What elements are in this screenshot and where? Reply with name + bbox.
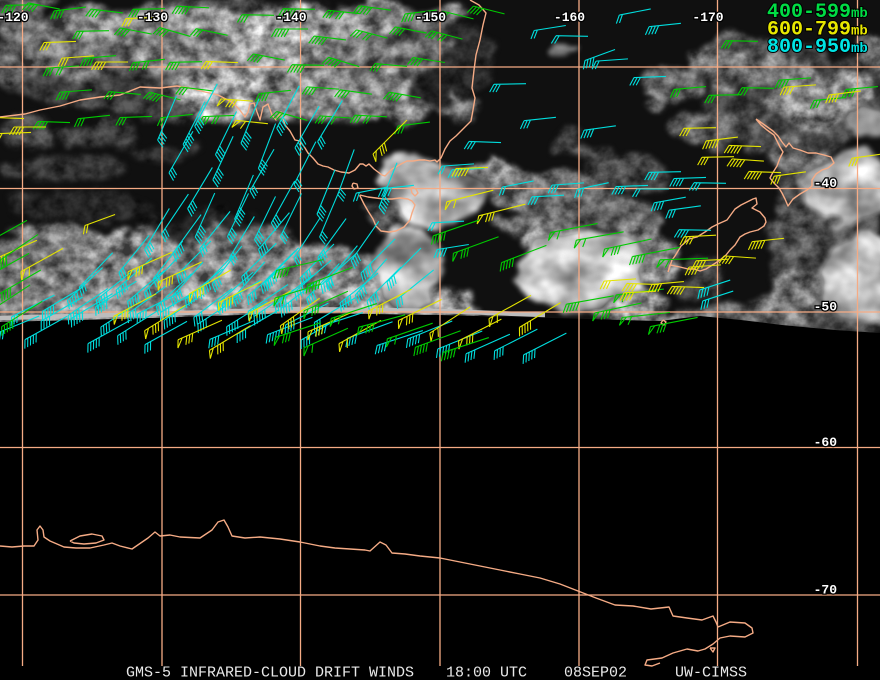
svg-text:600-799mb: 600-799mb bbox=[767, 19, 868, 42]
svg-text:-140: -140 bbox=[275, 10, 306, 25]
svg-text:-70: -70 bbox=[814, 583, 838, 598]
svg-text:UW-CIMSS: UW-CIMSS bbox=[675, 665, 747, 680]
svg-text:-120: -120 bbox=[0, 10, 29, 25]
svg-text:-170: -170 bbox=[692, 10, 723, 25]
svg-text:400-599mb: 400-599mb bbox=[767, 1, 868, 24]
svg-text:18:00 UTC: 18:00 UTC bbox=[446, 665, 527, 680]
svg-text:-60: -60 bbox=[814, 435, 838, 450]
svg-text:-150: -150 bbox=[415, 10, 446, 25]
svg-text:-50: -50 bbox=[814, 300, 838, 315]
svg-text:-160: -160 bbox=[554, 10, 585, 25]
svg-text:08SEP02: 08SEP02 bbox=[564, 665, 627, 680]
svg-text:-130: -130 bbox=[137, 10, 168, 25]
svg-text:-40: -40 bbox=[814, 176, 838, 191]
svg-text:GMS-5 INFRARED-CLOUD DRIFT WIN: GMS-5 INFRARED-CLOUD DRIFT WINDS bbox=[126, 665, 414, 680]
